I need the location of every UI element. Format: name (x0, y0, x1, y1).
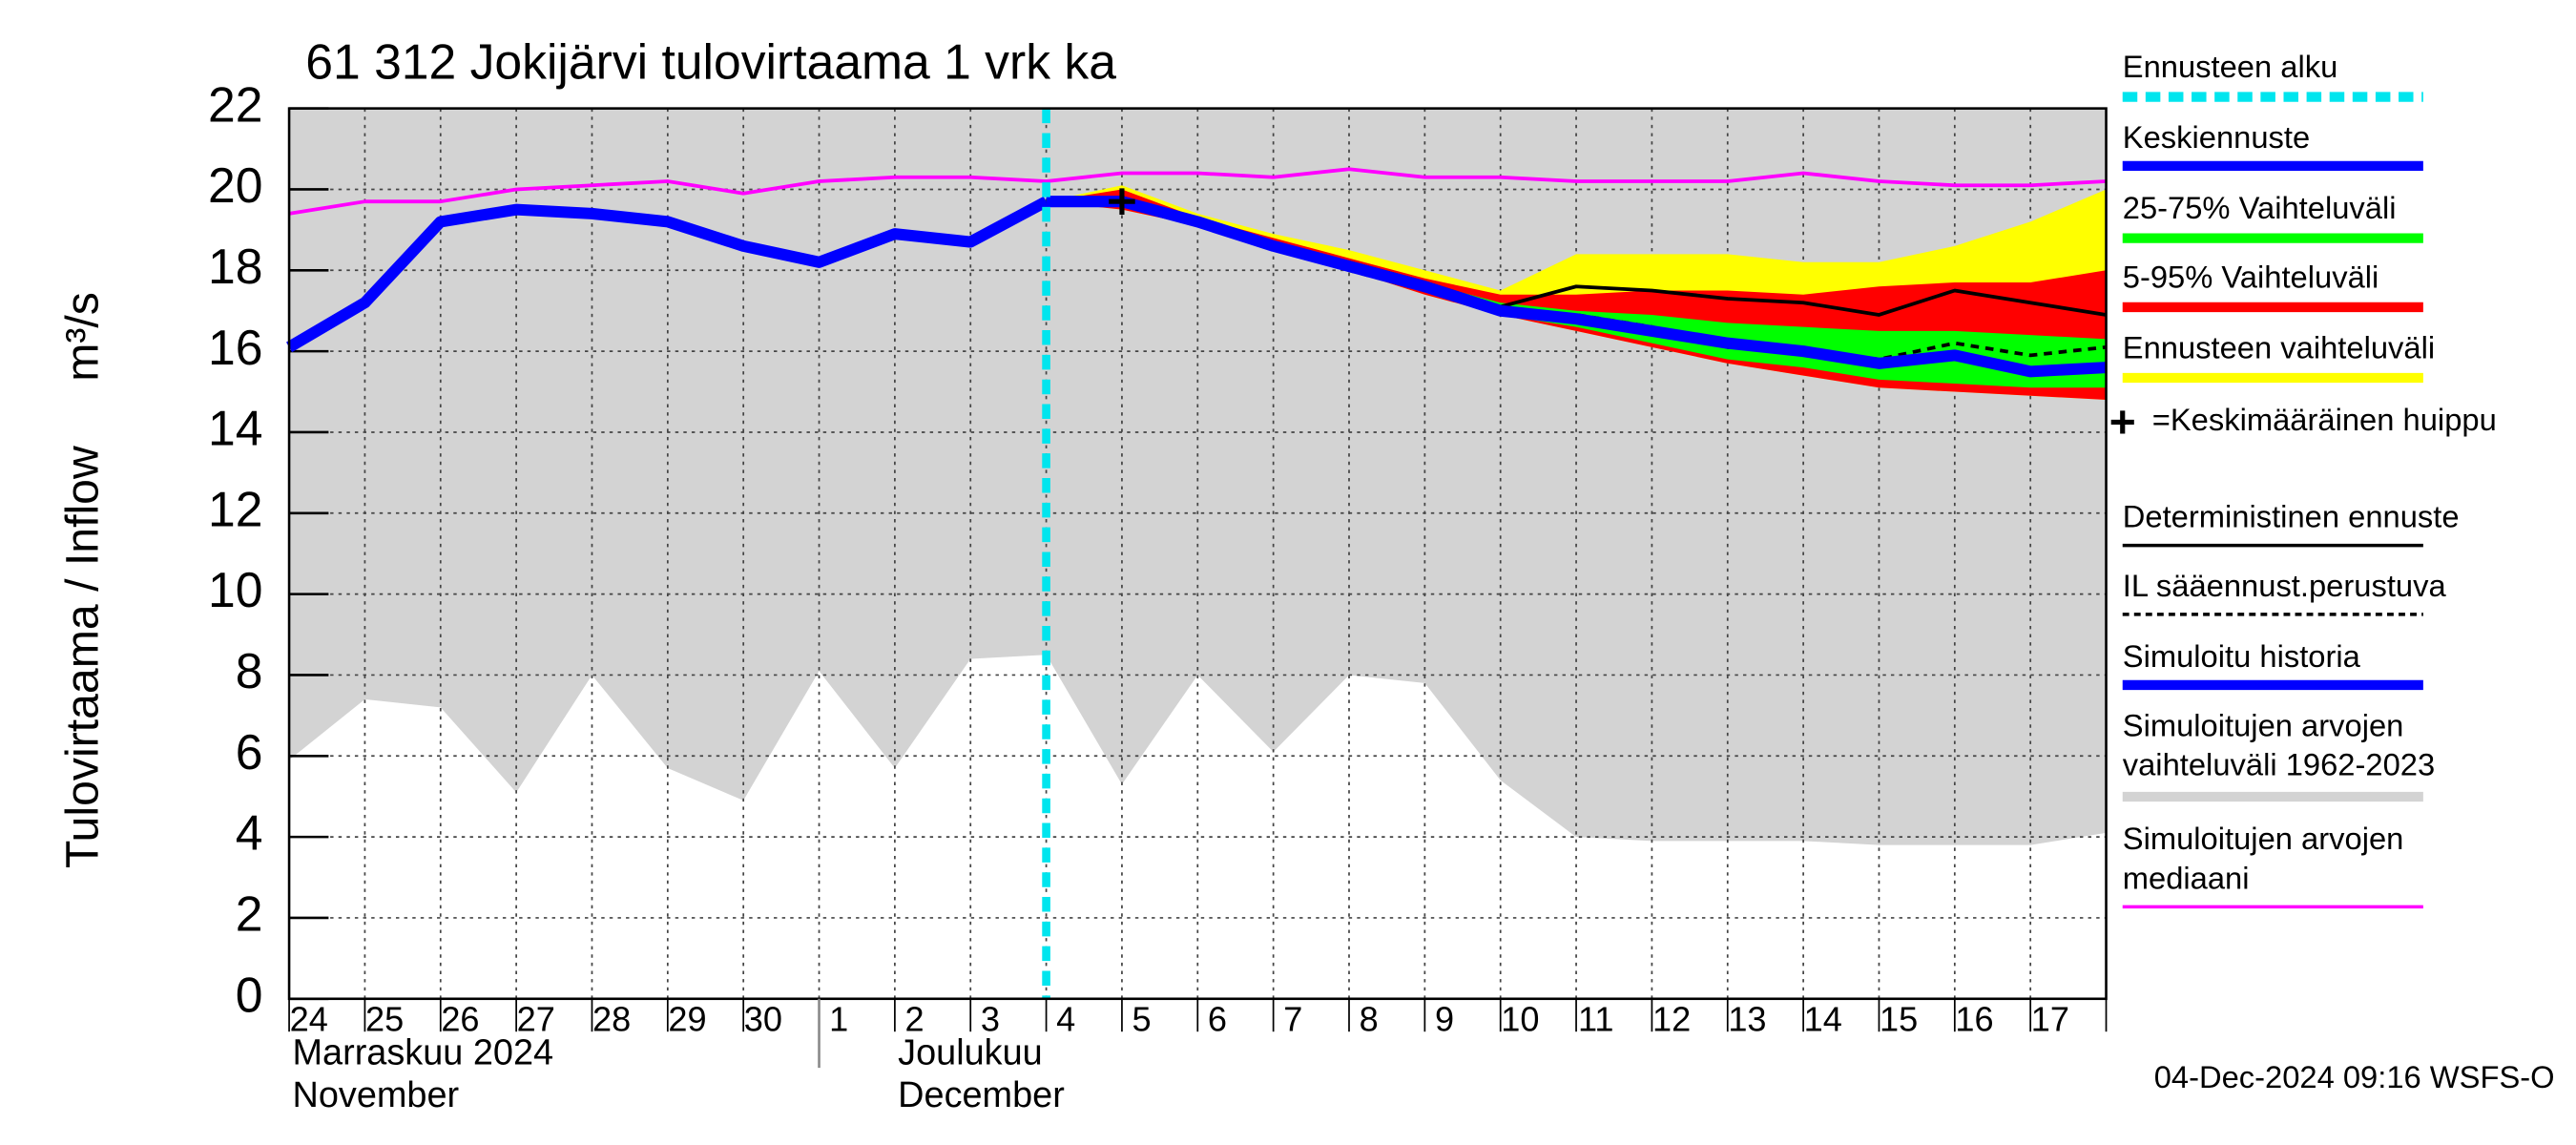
y-tick-label: 14 (208, 401, 262, 456)
y-axis-label: Tulovirtaama / Inflow (56, 446, 108, 868)
month-label: Marraskuu 2024 (293, 1032, 554, 1072)
x-tick-label: 27 (517, 999, 555, 1038)
x-tick-label: 25 (365, 999, 404, 1038)
x-tick-label: 3 (981, 999, 1000, 1038)
legend-symbol (2110, 410, 2134, 434)
line (1046, 196, 2107, 378)
legend-label: =Keskimääräinen huippu (2151, 404, 2497, 439)
legend-entry: 25-75% Vaihteluväli (2122, 192, 2397, 227)
plot-border (287, 107, 2108, 1001)
legend-label: Keskiennuste (2122, 121, 2311, 156)
x-tick-label: 8 (1360, 999, 1379, 1038)
x-tick-label: 28 (592, 999, 631, 1038)
y-tick-label: 6 (236, 724, 263, 780)
x-tick-label: 5 (1132, 999, 1152, 1038)
legend-entry: Deterministinen ennuste (2122, 501, 2460, 536)
x-tick-label: 30 (744, 999, 782, 1038)
month-label: Joulukuu (898, 1032, 1043, 1072)
y-tick-label: 8 (236, 643, 263, 698)
x-tick-label: 13 (1728, 999, 1766, 1038)
peak-marker (1109, 188, 1135, 215)
y-tick-label: 0 (236, 967, 263, 1022)
y-tick-label: 22 (208, 76, 262, 132)
x-tick-label: 6 (1208, 999, 1227, 1038)
x-tick-label: 14 (1804, 999, 1842, 1038)
x-tick-label: 7 (1283, 999, 1302, 1038)
y-tick-label: 12 (208, 481, 262, 536)
footer: 04-Dec-2024 09:16 WSFS-O (2154, 1059, 2555, 1094)
month-label: November (293, 1075, 460, 1115)
x-tick-label: 24 (290, 999, 328, 1038)
legend-entry: Ennusteen alku (2122, 51, 2338, 86)
legend-entry: IL sääennust.perustuva (2122, 570, 2446, 605)
band (1046, 197, 2107, 388)
x-tick-label: 4 (1056, 999, 1075, 1038)
line (286, 196, 1049, 353)
month-label: December (898, 1075, 1065, 1115)
legend-label: Simuloitujen arvojen mediaani (2122, 822, 2404, 898)
legend-label: Simuloitu historia (2122, 640, 2360, 676)
y-axis-unit: m³/s (56, 292, 108, 382)
x-tick-label: 17 (2031, 999, 2069, 1038)
y-tick-label: 16 (208, 320, 262, 375)
legend-entry: Simuloitujen arvojen mediaani (2122, 822, 2404, 898)
x-tick-label: 26 (441, 999, 479, 1038)
y-tick-label: 10 (208, 562, 262, 617)
x-tick-label: 15 (1880, 999, 1918, 1038)
x-tick-label: 9 (1435, 999, 1454, 1038)
plot-area (286, 107, 2108, 1032)
x-tick-label: 29 (668, 999, 706, 1038)
legend-label: IL sääennust.perustuva (2122, 570, 2446, 605)
legend-entry: Simuloitu historia (2122, 640, 2360, 676)
legend-entry: Simuloitujen arvojen vaihteluväli 1962-2… (2122, 709, 2436, 784)
x-tick-label: 10 (1501, 999, 1539, 1038)
legend-entry: =Keskimääräinen huippu (2151, 404, 2497, 439)
legend-label: 5-95% Vaihteluväli (2122, 260, 2379, 296)
legend-label: Ennusteen vaihteluväli (2122, 331, 2436, 366)
x-tick-label: 2 (904, 999, 924, 1038)
legend-entry: 5-95% Vaihteluväli (2122, 260, 2379, 296)
legend-label: Simuloitujen arvojen vaihteluväli 1962-2… (2122, 709, 2436, 784)
line (288, 167, 2107, 216)
x-tick-label: 16 (1955, 999, 1993, 1038)
legend-label: Deterministinen ennuste (2122, 501, 2460, 536)
x-tick-label: 12 (1652, 999, 1691, 1038)
legend-entry: Keskiennuste (2122, 121, 2311, 156)
x-tick-label: 11 (1578, 999, 1614, 1038)
legend-label: 25-75% Vaihteluväli (2122, 192, 2397, 227)
y-tick-label: 20 (208, 157, 262, 213)
legend-entry: Ennusteen vaihteluväli (2122, 331, 2436, 366)
y-tick-label: 18 (208, 239, 262, 294)
y-tick-label: 4 (236, 805, 263, 861)
y-tick-label: 2 (236, 886, 263, 942)
x-tick-label: 1 (829, 999, 848, 1038)
legend-label: Ennusteen alku (2122, 51, 2338, 86)
chart-title: 61 312 Jokijärvi tulovirtaama 1 vrk ka (305, 34, 1116, 90)
